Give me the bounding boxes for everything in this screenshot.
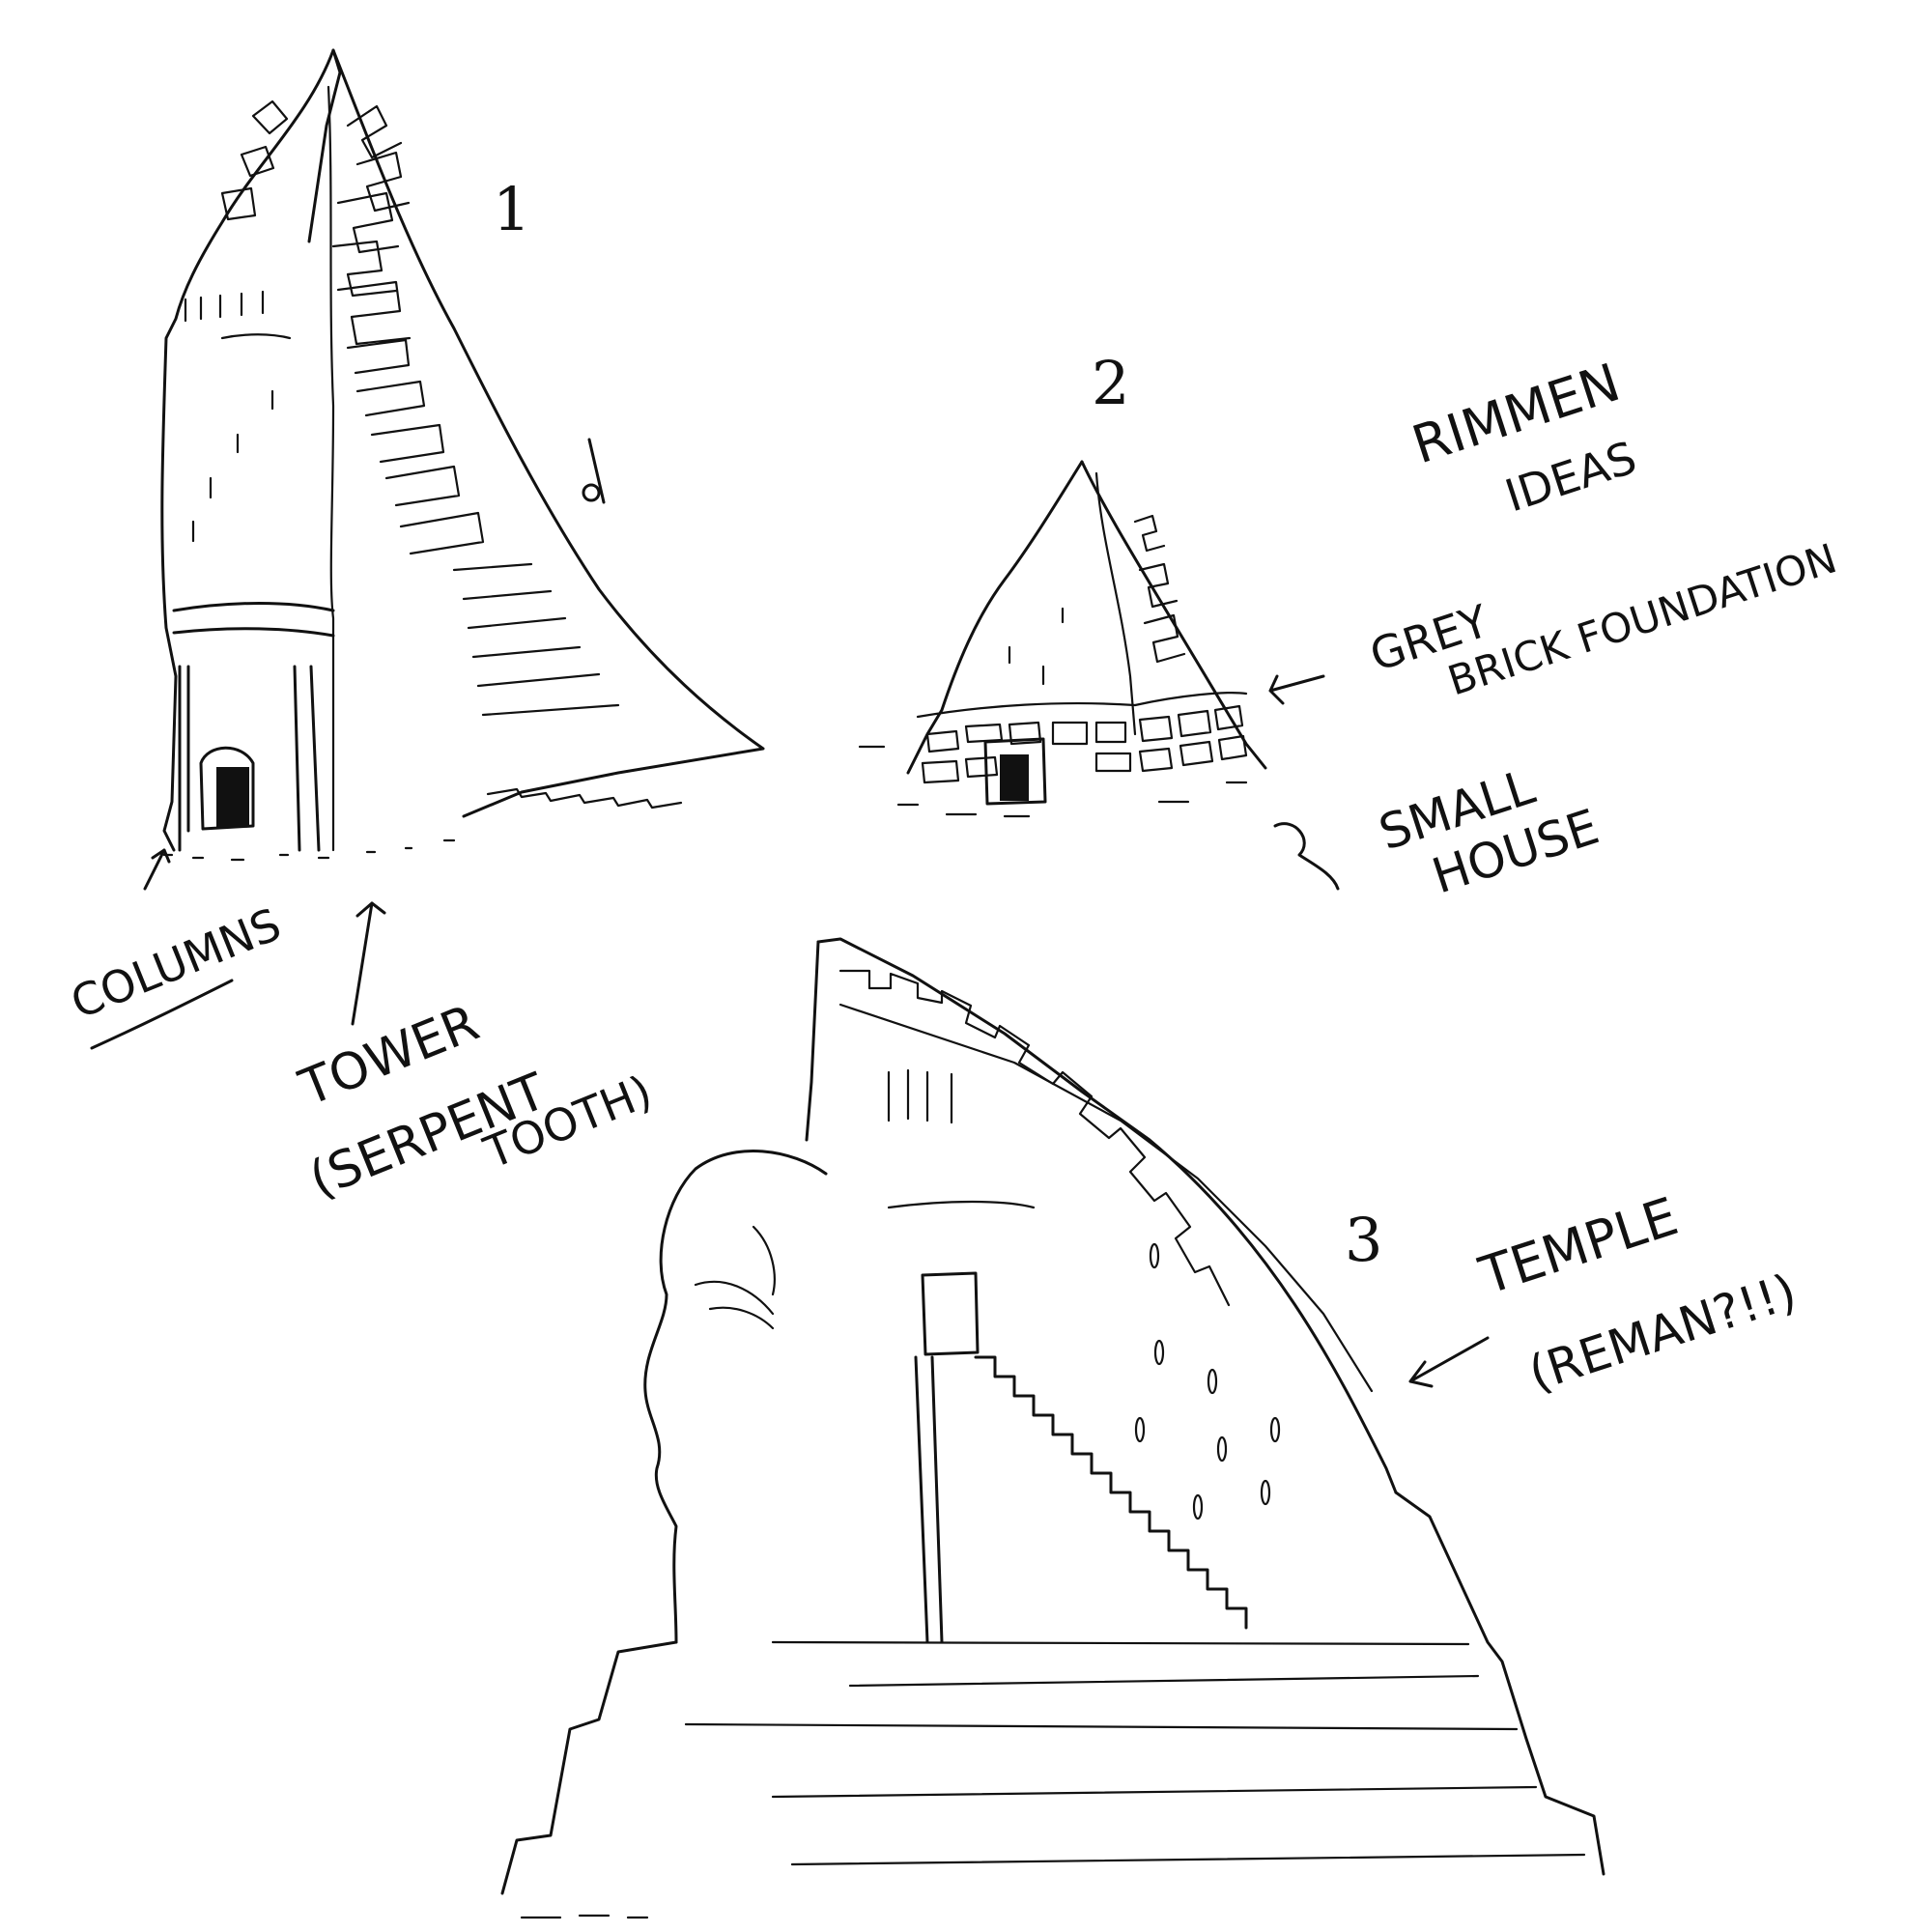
tower-windows-row [184, 290, 265, 323]
brick-foundation-label: BRICK FOUNDATION [1442, 534, 1842, 704]
temple-head-brow [752, 1225, 776, 1296]
temple-ground-marks [520, 1914, 649, 1919]
tower-face-edge [327, 85, 335, 852]
temple-window [1260, 1479, 1271, 1506]
temple-roof-inner-line [838, 1003, 1374, 1393]
house-door-shadow [1000, 754, 1029, 801]
temple-staircase [974, 1355, 1248, 1630]
temple-window [1207, 1368, 1218, 1395]
labels: 1 2 3 RIMMEN IDEAS GREY BRICK FOUNDATION… [64, 174, 1842, 1402]
number-3: 3 [1345, 1205, 1382, 1275]
temple-window [1149, 1242, 1160, 1269]
temple-head-profile [643, 1150, 828, 1644]
annotation-arrows [90, 674, 1490, 1388]
temple-window [1269, 1416, 1281, 1443]
temple-arrow [1408, 1336, 1490, 1388]
tower-top-glyphs [220, 99, 289, 221]
temple-band [887, 1200, 1036, 1209]
house-doorway [983, 737, 1047, 806]
columns-arrow [143, 848, 171, 891]
columns-underline [90, 979, 234, 1050]
house-left-outline [906, 460, 1084, 775]
temple-window [1153, 1339, 1165, 1366]
number-1: 1 [493, 174, 530, 244]
house-bricks-row-2 [921, 734, 1248, 784]
temple-front-edge [805, 940, 820, 1142]
reman-label: (REMAN?!!) [1522, 1264, 1804, 1403]
tower-ground-marks [162, 838, 456, 862]
temple-base-right [1394, 1491, 1605, 1876]
temple-window [1216, 1435, 1228, 1463]
temple-roof-outline [816, 937, 1398, 1494]
temple-entrance-pillar [914, 1355, 944, 1644]
tower-pointer-dot [582, 483, 601, 502]
tower-door-shadow [216, 767, 249, 827]
house-face-edge [1094, 471, 1137, 736]
tower-right-outline [331, 48, 765, 818]
temple-base-steps [684, 1640, 1586, 1866]
title-ideas: IDEAS [1499, 431, 1643, 522]
house-foundation-top [916, 692, 1248, 719]
temple-upper-windows [887, 1068, 953, 1124]
tower-cap-line-2 [172, 627, 335, 638]
tower-columns [178, 665, 321, 852]
temple-window [1192, 1493, 1204, 1520]
house-ground-marks [858, 745, 1248, 818]
tower-cap-line [172, 602, 335, 612]
tower-ridge [307, 48, 342, 243]
tower-small-windows [191, 389, 274, 543]
small-house-hook [1273, 822, 1340, 891]
number-2: 2 [1092, 348, 1129, 418]
temple-maze-strip [838, 969, 1231, 1307]
temple-upper-doorway [921, 1271, 980, 1356]
house-windows [1008, 607, 1065, 686]
tower-band [220, 333, 292, 340]
tower-left-outline [160, 48, 335, 852]
house-maze-pattern [1133, 514, 1186, 664]
brick-foundation-arrow [1268, 674, 1325, 705]
temple-head-eye [694, 1280, 775, 1330]
temple-sketch [500, 937, 1605, 1919]
tower-base-pattern [486, 787, 683, 810]
temple-base-left [500, 1640, 678, 1895]
temple-window [1134, 1416, 1146, 1443]
temple-label: TEMPLE [1472, 1185, 1686, 1306]
tower-stair-hatching [452, 562, 620, 717]
tower-pointer-stroke [587, 438, 606, 504]
tower-arrow [351, 901, 386, 1026]
tower-doorway [199, 746, 255, 831]
tower-sketch [160, 48, 765, 862]
tower-maze-pattern [331, 104, 485, 555]
house-sketch [858, 460, 1267, 818]
